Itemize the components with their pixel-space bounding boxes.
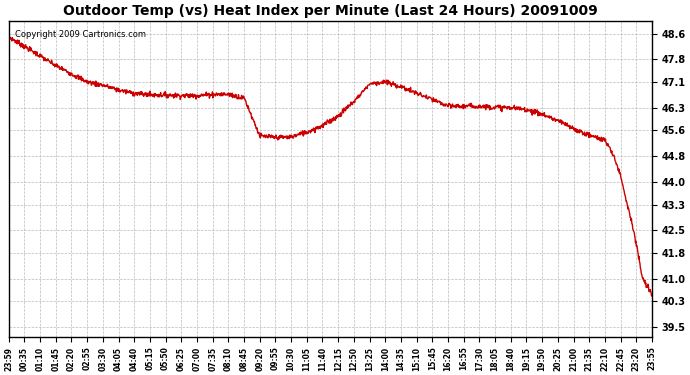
Title: Outdoor Temp (vs) Heat Index per Minute (Last 24 Hours) 20091009: Outdoor Temp (vs) Heat Index per Minute … <box>63 4 598 18</box>
Text: Copyright 2009 Cartronics.com: Copyright 2009 Cartronics.com <box>15 30 146 39</box>
